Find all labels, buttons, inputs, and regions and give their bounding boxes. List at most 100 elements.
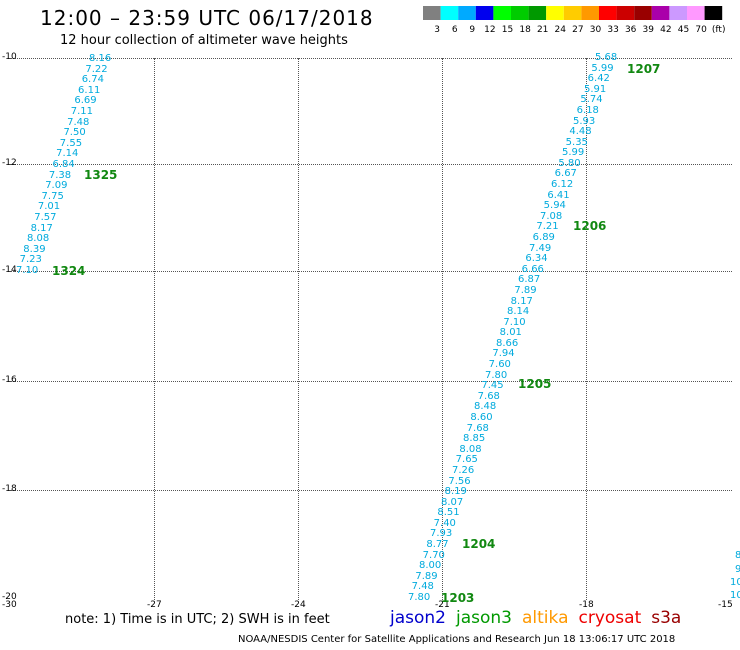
- wave-height-value: 7.48: [67, 116, 90, 128]
- lon-label-24: -24: [291, 600, 306, 610]
- satellite-s3a: s3a: [651, 608, 682, 628]
- legend-swatch: [493, 6, 511, 20]
- wave-height-value: 7.70: [422, 549, 445, 561]
- legend-label: 33: [607, 25, 618, 35]
- wave-height-value: 8.39: [23, 243, 46, 255]
- legend-swatch: [458, 6, 476, 20]
- legend-swatch: [634, 6, 652, 20]
- wave-height-value: 7.08: [540, 210, 563, 222]
- meridian-27: [154, 58, 155, 600]
- wave-height-value: 7.26: [452, 464, 475, 476]
- wave-height-value: 5.80: [558, 157, 581, 169]
- lat-label-18: -18: [2, 484, 17, 494]
- legend-label: 39: [643, 25, 655, 35]
- wave-height-value: 8.85: [463, 433, 486, 445]
- parallel-14: [10, 271, 732, 272]
- map-subtitle: 12 hour collection of altimeter wave hei…: [60, 33, 348, 48]
- legend-label: 12: [484, 25, 495, 35]
- credit-line: NOAA/NESDIS Center for Satellite Applica…: [238, 634, 676, 645]
- legend-label: 18: [519, 25, 531, 35]
- wave-height-value: 6.67: [554, 168, 577, 180]
- lat-label-12: -12: [2, 158, 17, 168]
- wave-height-value: 5.99: [562, 147, 585, 159]
- legend-swatch: [616, 6, 635, 20]
- wave-height-value: 6.84: [52, 159, 75, 170]
- lon-label-27: -27: [147, 600, 162, 610]
- wave-height-value: 5.91: [584, 83, 607, 95]
- lon-label-30: -30: [2, 600, 17, 610]
- wave-height-value: 5.93: [573, 115, 596, 127]
- parallel-16: [10, 381, 732, 382]
- legend-swatch: [563, 6, 582, 20]
- wave-height-value: 7.50: [63, 127, 86, 139]
- wave-height-value: 6.66: [521, 263, 544, 275]
- edge-value: 10: [730, 590, 740, 601]
- edge-value: 9: [735, 564, 740, 575]
- lat-label-14: -14: [2, 265, 17, 275]
- legend-swatch: [687, 6, 705, 20]
- legend-swatch: [511, 6, 529, 20]
- lon-label-21: -21: [435, 600, 450, 610]
- legend-swatch: [475, 6, 494, 20]
- satellite-altika: altika: [522, 608, 569, 628]
- wave-height-value: 8.60: [470, 412, 493, 423]
- legend-label: 6: [452, 25, 458, 35]
- wave-height-value: 7.40: [433, 517, 456, 529]
- wave-height-value: 8.00: [419, 560, 442, 572]
- pass-label-1206: 1206: [573, 219, 607, 233]
- satellite-legend: jason2 jason3 altika cryosat s3a: [390, 608, 691, 628]
- wave-height-value: 7.68: [466, 422, 489, 434]
- wave-height-value: 7.89: [415, 570, 438, 582]
- map-title: 12:00 – 23:59 UTC 06/17/2018: [40, 6, 374, 30]
- legend-swatch: [528, 6, 547, 20]
- footnote: note: 1) Time is in UTC; 2) SWH is in fe…: [65, 612, 330, 627]
- wave-height-value: 6.42: [587, 73, 610, 85]
- wave-height-value: 6.69: [74, 95, 97, 107]
- lat-label-16: -16: [2, 375, 17, 385]
- meridian-18: [586, 58, 587, 600]
- wave-height-value: 6.41: [547, 189, 570, 201]
- legend-label: (ft): [712, 25, 726, 35]
- pass-label-1207: 1207: [627, 62, 661, 76]
- legend-label: 24: [555, 25, 567, 35]
- wave-height-value: 8.08: [459, 443, 482, 455]
- wave-height-value: 8.17: [30, 222, 53, 234]
- wave-height-value: 7.14: [56, 148, 79, 160]
- wave-height-value: 7.10: [16, 265, 39, 276]
- legend-label: 42: [660, 25, 671, 35]
- wave-height-value: 5.35: [565, 136, 588, 148]
- wave-height-value: 7.11: [70, 106, 94, 117]
- satellite-jason3: jason3: [456, 608, 512, 628]
- wave-height-value: 8.07: [441, 496, 464, 508]
- wave-height-value: 6.34: [525, 253, 548, 265]
- lat-label-20: -20: [2, 592, 17, 602]
- legend-label: 27: [572, 25, 583, 35]
- legend-label: 36: [625, 25, 637, 35]
- parallel-18: [10, 490, 732, 491]
- legend-label: 21: [537, 25, 548, 35]
- color-legend: 3 6 9 12 15 18 21 24 27 30 33 36 39 42 45 70 (ft): [423, 6, 726, 35]
- wave-height-value: 8.66: [496, 337, 519, 349]
- map-plot-area: [10, 58, 732, 600]
- wave-height-value: 5.68: [595, 52, 618, 63]
- wave-height-value: 6.87: [518, 274, 541, 286]
- legend-swatch: [440, 6, 459, 20]
- legend-label: 45: [678, 25, 689, 35]
- pass-label-1325: 1325: [84, 168, 118, 182]
- wave-height-value: 7.60: [488, 359, 511, 371]
- wave-height-value: 7.57: [34, 212, 57, 223]
- legend-swatch: [599, 6, 617, 20]
- wave-height-value: 7.23: [19, 254, 42, 266]
- wave-height-value: 7.55: [59, 137, 83, 149]
- satellite-jason2: jason2: [390, 608, 446, 628]
- legend-swatch: [651, 6, 670, 20]
- lon-label-15: -15: [718, 600, 733, 610]
- wave-height-value: 7.09: [45, 180, 68, 192]
- wave-height-value: 7.94: [492, 348, 515, 360]
- parallel-12: [10, 164, 732, 165]
- legend-label: 15: [502, 25, 513, 35]
- wave-height-value: 6.12: [551, 179, 574, 191]
- wave-height-value: 7.48: [411, 581, 434, 593]
- wave-height-value: 7.65: [455, 454, 478, 466]
- edge-value: 8: [735, 550, 740, 561]
